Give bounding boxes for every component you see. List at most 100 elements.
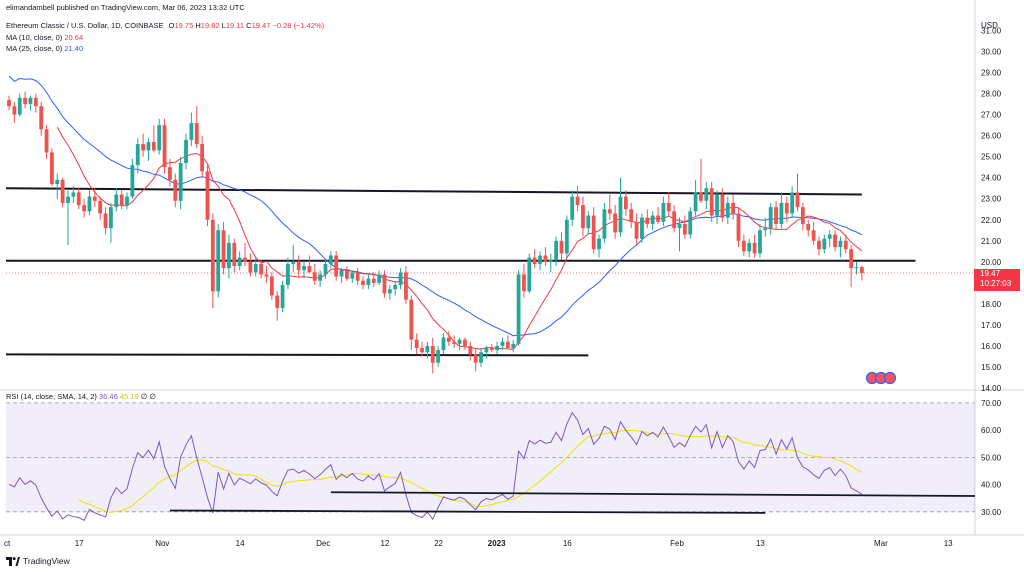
candle[interactable] bbox=[656, 207, 660, 224]
candle[interactable] bbox=[248, 253, 253, 277]
candle[interactable] bbox=[23, 91, 27, 109]
candle[interactable] bbox=[76, 188, 81, 210]
candle[interactable] bbox=[522, 263, 526, 298]
candle[interactable] bbox=[87, 190, 92, 216]
candle[interactable] bbox=[318, 270, 323, 288]
candle[interactable] bbox=[382, 270, 387, 298]
candle[interactable] bbox=[328, 251, 333, 269]
candle[interactable] bbox=[677, 217, 682, 252]
candle[interactable] bbox=[779, 192, 784, 229]
candle[interactable] bbox=[709, 181, 714, 222]
candle[interactable] bbox=[758, 223, 762, 258]
candle[interactable] bbox=[393, 280, 398, 296]
candle[interactable] bbox=[790, 186, 795, 218]
candle[interactable] bbox=[640, 213, 644, 243]
candle[interactable] bbox=[741, 234, 746, 256]
candle[interactable] bbox=[613, 205, 618, 239]
candle[interactable] bbox=[479, 348, 483, 367]
candle[interactable] bbox=[827, 230, 832, 248]
candle[interactable] bbox=[33, 93, 38, 113]
candle[interactable] bbox=[500, 337, 505, 351]
candle[interactable] bbox=[119, 190, 124, 210]
candle[interactable] bbox=[66, 190, 70, 246]
candle[interactable] bbox=[618, 177, 623, 237]
candle[interactable] bbox=[817, 236, 821, 256]
pane-divider[interactable] bbox=[0, 0, 1024, 536]
candle[interactable] bbox=[377, 270, 382, 285]
event-icons[interactable] bbox=[865, 371, 897, 385]
candle[interactable] bbox=[784, 196, 789, 222]
candle[interactable] bbox=[720, 188, 725, 222]
candle[interactable] bbox=[387, 284, 392, 300]
candle[interactable] bbox=[441, 333, 446, 355]
candle[interactable] bbox=[800, 202, 805, 231]
tradingview-footer[interactable]: TradingView bbox=[6, 556, 70, 566]
candle[interactable] bbox=[50, 148, 54, 187]
candle[interactable] bbox=[232, 238, 237, 273]
candle[interactable] bbox=[425, 341, 430, 359]
event-flag-icon[interactable] bbox=[883, 371, 897, 385]
candle[interactable] bbox=[822, 234, 827, 254]
candle[interactable] bbox=[591, 207, 596, 254]
candle[interactable] bbox=[109, 202, 113, 243]
candle[interactable] bbox=[221, 221, 226, 275]
candle[interactable] bbox=[162, 118, 167, 174]
candle[interactable] bbox=[296, 255, 301, 277]
candle[interactable] bbox=[715, 190, 719, 224]
candle[interactable] bbox=[345, 266, 349, 281]
candle[interactable] bbox=[39, 102, 44, 136]
candle[interactable] bbox=[286, 257, 290, 290]
candle[interactable] bbox=[350, 270, 355, 283]
candle[interactable] bbox=[645, 209, 650, 229]
candle[interactable] bbox=[602, 202, 607, 243]
ma25-legend[interactable]: MA (25, close, 0) 21.40 bbox=[6, 44, 83, 53]
candle[interactable] bbox=[736, 207, 741, 248]
candle[interactable] bbox=[398, 268, 403, 290]
time-axis[interactable]: ct 17 Nov 14 Dec 12 22 2023 16 Feb 13 Mar 13 bbox=[4, 539, 953, 548]
rsi-trendline[interactable] bbox=[330, 491, 976, 497]
symbol-legend[interactable]: Ethereum Classic / U.S. Dollar, 1D, COIN… bbox=[6, 21, 324, 30]
candle[interactable] bbox=[157, 118, 162, 155]
candle[interactable] bbox=[833, 230, 837, 252]
candle[interactable] bbox=[184, 133, 188, 170]
candle[interactable] bbox=[404, 266, 408, 304]
candle[interactable] bbox=[205, 165, 210, 227]
candle[interactable] bbox=[146, 137, 151, 161]
candle[interactable] bbox=[859, 265, 864, 281]
candle[interactable] bbox=[688, 207, 693, 239]
candle[interactable] bbox=[151, 125, 156, 153]
candle[interactable] bbox=[103, 207, 108, 235]
candle[interactable] bbox=[12, 102, 17, 124]
candle[interactable] bbox=[468, 341, 473, 361]
candle[interactable] bbox=[189, 112, 194, 147]
candle[interactable] bbox=[141, 133, 145, 157]
candle[interactable] bbox=[682, 215, 687, 239]
rsi-trendline[interactable] bbox=[169, 509, 766, 514]
candle[interactable] bbox=[17, 93, 22, 117]
candle[interactable] bbox=[849, 245, 854, 288]
candle[interactable] bbox=[269, 272, 274, 300]
candle[interactable] bbox=[210, 213, 215, 309]
candle[interactable] bbox=[60, 177, 65, 208]
candle[interactable] bbox=[489, 343, 494, 353]
candle[interactable] bbox=[661, 196, 666, 227]
candle[interactable] bbox=[463, 337, 467, 351]
candle[interactable] bbox=[554, 236, 559, 267]
candle[interactable] bbox=[194, 106, 199, 149]
candle[interactable] bbox=[704, 181, 709, 210]
candle[interactable] bbox=[505, 335, 510, 349]
candle[interactable] bbox=[768, 202, 773, 235]
candle[interactable] bbox=[452, 335, 457, 349]
candle[interactable] bbox=[672, 205, 677, 233]
candle[interactable] bbox=[275, 291, 280, 321]
candle[interactable] bbox=[339, 268, 344, 283]
support-resistance-lines[interactable] bbox=[5, 187, 975, 357]
candle[interactable] bbox=[355, 268, 360, 285]
candle[interactable] bbox=[484, 345, 489, 359]
candle[interactable] bbox=[607, 194, 612, 220]
candle[interactable] bbox=[430, 337, 435, 374]
candle[interactable] bbox=[725, 196, 730, 224]
candle[interactable] bbox=[55, 173, 60, 199]
candle[interactable] bbox=[371, 272, 376, 288]
